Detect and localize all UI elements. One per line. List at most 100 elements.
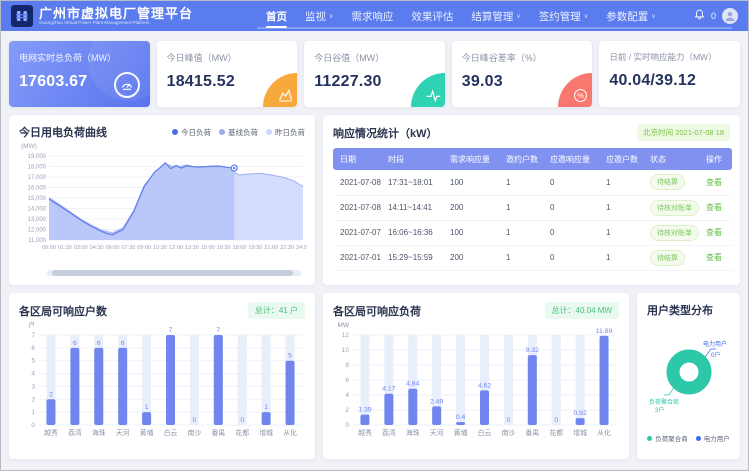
- legend-item-power-user[interactable]: 电力用户: [696, 433, 730, 443]
- svg-text:01:30: 01:30: [58, 245, 72, 251]
- response-table: 日期 时段 需求响应量 邀约户数 应邀响应量 应邀户数 状态 操作 2021-0…: [333, 148, 732, 271]
- legend-dot: [647, 436, 652, 441]
- table-row: 2021-07-0817:31~18:01100101 待结算 查看: [333, 170, 732, 195]
- row-middle: 今日用电负荷曲线 今日负荷 基线负荷 昨日负荷 (MW) 11,00012,00…: [9, 115, 740, 285]
- nav-item-parameters[interactable]: 参数配置∨: [597, 1, 664, 31]
- view-link[interactable]: 查看: [706, 203, 722, 212]
- nav-item-effect-evaluation[interactable]: 效果评估: [402, 1, 462, 31]
- nav-item-settlement[interactable]: 结算管理∨: [462, 1, 529, 31]
- legend-item-yesterday[interactable]: 昨日负荷: [266, 127, 305, 138]
- district-load-chart: 024681012MW1.39越秀4.17荔湾4.84海珠2.49天河0.4黄埔…: [333, 319, 619, 456]
- col-invited: 邀约户数: [503, 148, 547, 170]
- col-responded-users: 应邀户数: [603, 148, 647, 170]
- user-type-title: 用户类型分布: [647, 302, 730, 318]
- legend-dot: [696, 436, 701, 441]
- legend-item-today[interactable]: 今日负荷: [172, 127, 211, 138]
- svg-text:6: 6: [121, 340, 125, 347]
- svg-text:从化: 从化: [597, 428, 611, 437]
- view-link[interactable]: 查看: [706, 253, 722, 262]
- svg-text:花都: 花都: [235, 428, 249, 437]
- chevron-down-icon: ∨: [516, 13, 520, 20]
- user-avatar[interactable]: [722, 8, 738, 24]
- svg-text:24:00: 24:00: [296, 245, 307, 251]
- svg-text:4.62: 4.62: [478, 382, 491, 389]
- status-badge: 待结算: [650, 250, 685, 266]
- response-stats-panel: 响应情况统计（kW） 北京时间 2021-07-08 18 日期 时段 需求响应…: [323, 115, 740, 285]
- chart-scrollbar-thumb[interactable]: [52, 270, 293, 276]
- donut-legend: 负荷聚合商 电力用户: [647, 433, 730, 443]
- legend-item-aggregator[interactable]: 负荷聚合商: [647, 433, 688, 443]
- notification-count: 0: [711, 11, 716, 21]
- svg-text:1.39: 1.39: [358, 407, 371, 414]
- svg-text:0户: 0户: [711, 351, 720, 359]
- svg-text:5: 5: [288, 353, 292, 360]
- svg-text:荔湾: 荔湾: [382, 428, 396, 437]
- district-load-panel: 各区局可响应负荷 总计：40.04 MW 024681012MW1.39越秀4.…: [323, 293, 629, 459]
- status-badge: 待结算: [650, 174, 685, 190]
- svg-text:荔湾: 荔湾: [68, 428, 82, 437]
- view-link[interactable]: 查看: [706, 178, 722, 187]
- chart-scrollbar: [47, 270, 301, 276]
- legend-dot: [219, 129, 225, 135]
- kpi-card-response-capacity: 日前 / 实时响应能力（MW） 40.04/39.12: [599, 41, 740, 107]
- svg-text:18:00: 18:00: [233, 245, 247, 251]
- legend-dot: [172, 129, 178, 135]
- svg-text:4.17: 4.17: [382, 386, 395, 393]
- svg-text:2: 2: [49, 391, 53, 398]
- svg-text:8: 8: [345, 362, 349, 369]
- col-status: 状态: [647, 148, 703, 170]
- svg-text:03:00: 03:00: [74, 245, 88, 251]
- main-nav: 首页 监视∨ 需求响应 效果评估 结算管理∨ 签约管理∨ 参数配置∨: [257, 1, 665, 31]
- kpi-row: 电网实时总负荷（MW） 17603.67 今日峰值（MW） 18415.52 今…: [9, 41, 740, 107]
- response-stats-title: 响应情况统计（kW）: [333, 125, 438, 141]
- svg-text:番禺: 番禺: [526, 429, 540, 437]
- dashboard-page: 广州市虚拟电厂管理平台 Guangzhou Virtual Power Plan…: [0, 0, 749, 471]
- svg-text:06:00: 06:00: [106, 245, 120, 251]
- legend-item-baseline[interactable]: 基线负荷: [219, 127, 258, 138]
- svg-text:7: 7: [31, 332, 35, 339]
- district-users-panel: 各区局可响应户数 总计：41 户 01234567户2越秀6荔湾6海珠6天河1黄…: [9, 293, 315, 459]
- svg-text:19:30: 19:30: [248, 245, 262, 251]
- svg-text:3户: 3户: [655, 406, 664, 414]
- load-curve-title: 今日用电负荷曲线: [19, 124, 107, 140]
- svg-text:10: 10: [342, 347, 350, 354]
- svg-text:0.92: 0.92: [574, 410, 587, 417]
- svg-text:%: %: [577, 91, 584, 100]
- beijing-time-badge: 北京时间 2021-07-08 18: [637, 124, 730, 141]
- svg-text:12: 12: [342, 332, 350, 339]
- chevron-down-icon: ∨: [651, 13, 655, 20]
- svg-text:5: 5: [31, 358, 35, 365]
- svg-text:南沙: 南沙: [188, 428, 202, 437]
- svg-text:17,000: 17,000: [28, 175, 47, 181]
- svg-text:9.32: 9.32: [526, 347, 539, 354]
- svg-text:白云: 白云: [164, 428, 178, 437]
- nav-item-contract[interactable]: 签约管理∨: [530, 1, 597, 31]
- svg-text:0.4: 0.4: [456, 414, 466, 421]
- svg-text:花都: 花都: [549, 428, 563, 437]
- svg-text:6: 6: [345, 377, 349, 384]
- nav-item-demand-response[interactable]: 需求响应: [342, 1, 402, 31]
- svg-text:4: 4: [31, 371, 35, 378]
- y-axis-unit: (MW): [21, 143, 305, 150]
- svg-text:MW: MW: [337, 322, 349, 329]
- svg-text:2.49: 2.49: [430, 398, 443, 405]
- svg-text:越秀: 越秀: [358, 428, 372, 437]
- nav-item-home[interactable]: 首页: [257, 1, 296, 31]
- svg-text:南沙: 南沙: [502, 428, 516, 437]
- notification-bell-icon[interactable]: [694, 7, 705, 25]
- svg-text:越秀: 越秀: [44, 428, 58, 437]
- svg-text:白云: 白云: [478, 428, 492, 437]
- svg-text:16:30: 16:30: [217, 245, 231, 251]
- svg-text:0: 0: [507, 417, 511, 424]
- view-link[interactable]: 查看: [706, 228, 722, 237]
- nav-item-monitoring[interactable]: 监视∨: [296, 1, 342, 31]
- svg-text:12:00: 12:00: [169, 245, 183, 251]
- svg-text:2: 2: [345, 407, 349, 414]
- top-navbar: 广州市虚拟电厂管理平台 Guangzhou Virtual Power Plan…: [1, 1, 748, 31]
- chevron-down-icon: ∨: [329, 13, 333, 20]
- svg-text:04:30: 04:30: [90, 245, 104, 251]
- district-load-title: 各区局可响应负荷: [333, 303, 421, 319]
- col-action: 操作: [703, 148, 732, 170]
- user-type-panel: 用户类型分布 电力用户 0户负荷聚合商 3户 负荷聚合商 电力用户: [637, 293, 740, 459]
- svg-text:12,000: 12,000: [28, 228, 47, 234]
